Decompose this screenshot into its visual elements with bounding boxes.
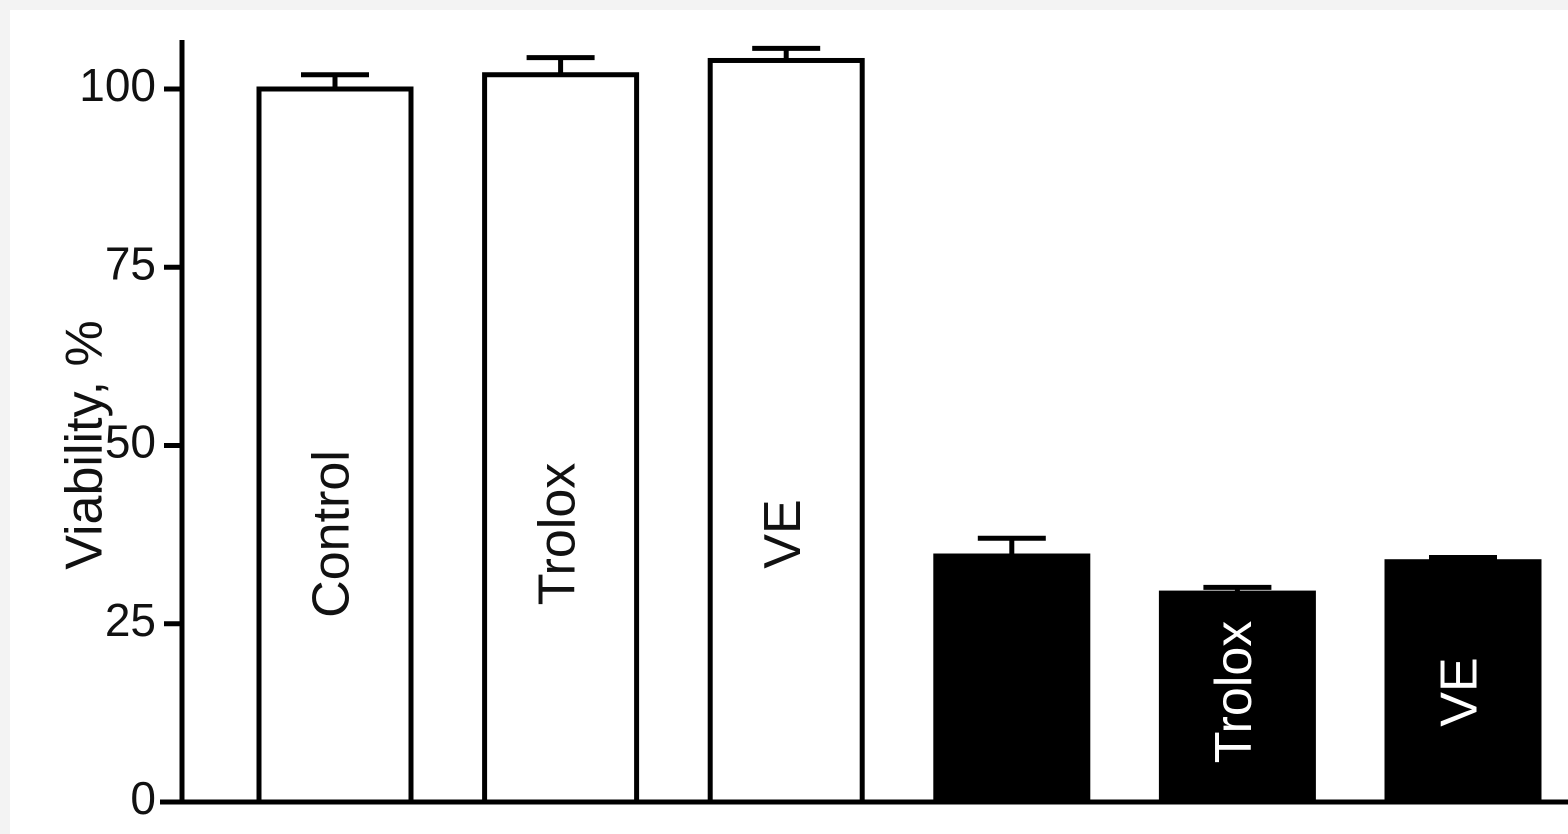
- y-axis-title: Viability, %: [56, 320, 114, 570]
- axis-layer: [160, 40, 1568, 805]
- bar: [1384, 559, 1542, 805]
- bar-label: VE: [754, 499, 812, 568]
- bar-label: Control: [303, 450, 361, 618]
- bar-group: Trolox: [482, 55, 640, 805]
- bar: [482, 72, 640, 805]
- y-tick-label: 75: [105, 237, 156, 289]
- bars-layer: Control Trolox VE Trolox VE: [256, 45, 1542, 805]
- y-tick-label: 0: [130, 772, 156, 824]
- bar-label: Trolox: [1205, 621, 1263, 764]
- bar: [707, 57, 865, 805]
- bar-group: VE: [707, 45, 865, 805]
- bar-group: [933, 535, 1091, 805]
- bar: [1158, 590, 1316, 805]
- y-tick-label: 50: [105, 416, 156, 468]
- ticks-layer: 0 25 50 75 100: [79, 59, 182, 824]
- bar-label: VE: [1431, 657, 1489, 726]
- bar-group: VE: [1384, 554, 1542, 805]
- y-tick-label: 100: [79, 59, 156, 111]
- bar: [933, 553, 1091, 805]
- bar-group: Trolox: [1158, 584, 1316, 805]
- bar-group: Control: [256, 72, 414, 805]
- bar: [256, 86, 414, 805]
- y-tick-label: 25: [105, 594, 156, 646]
- bar-label: Trolox: [528, 463, 586, 606]
